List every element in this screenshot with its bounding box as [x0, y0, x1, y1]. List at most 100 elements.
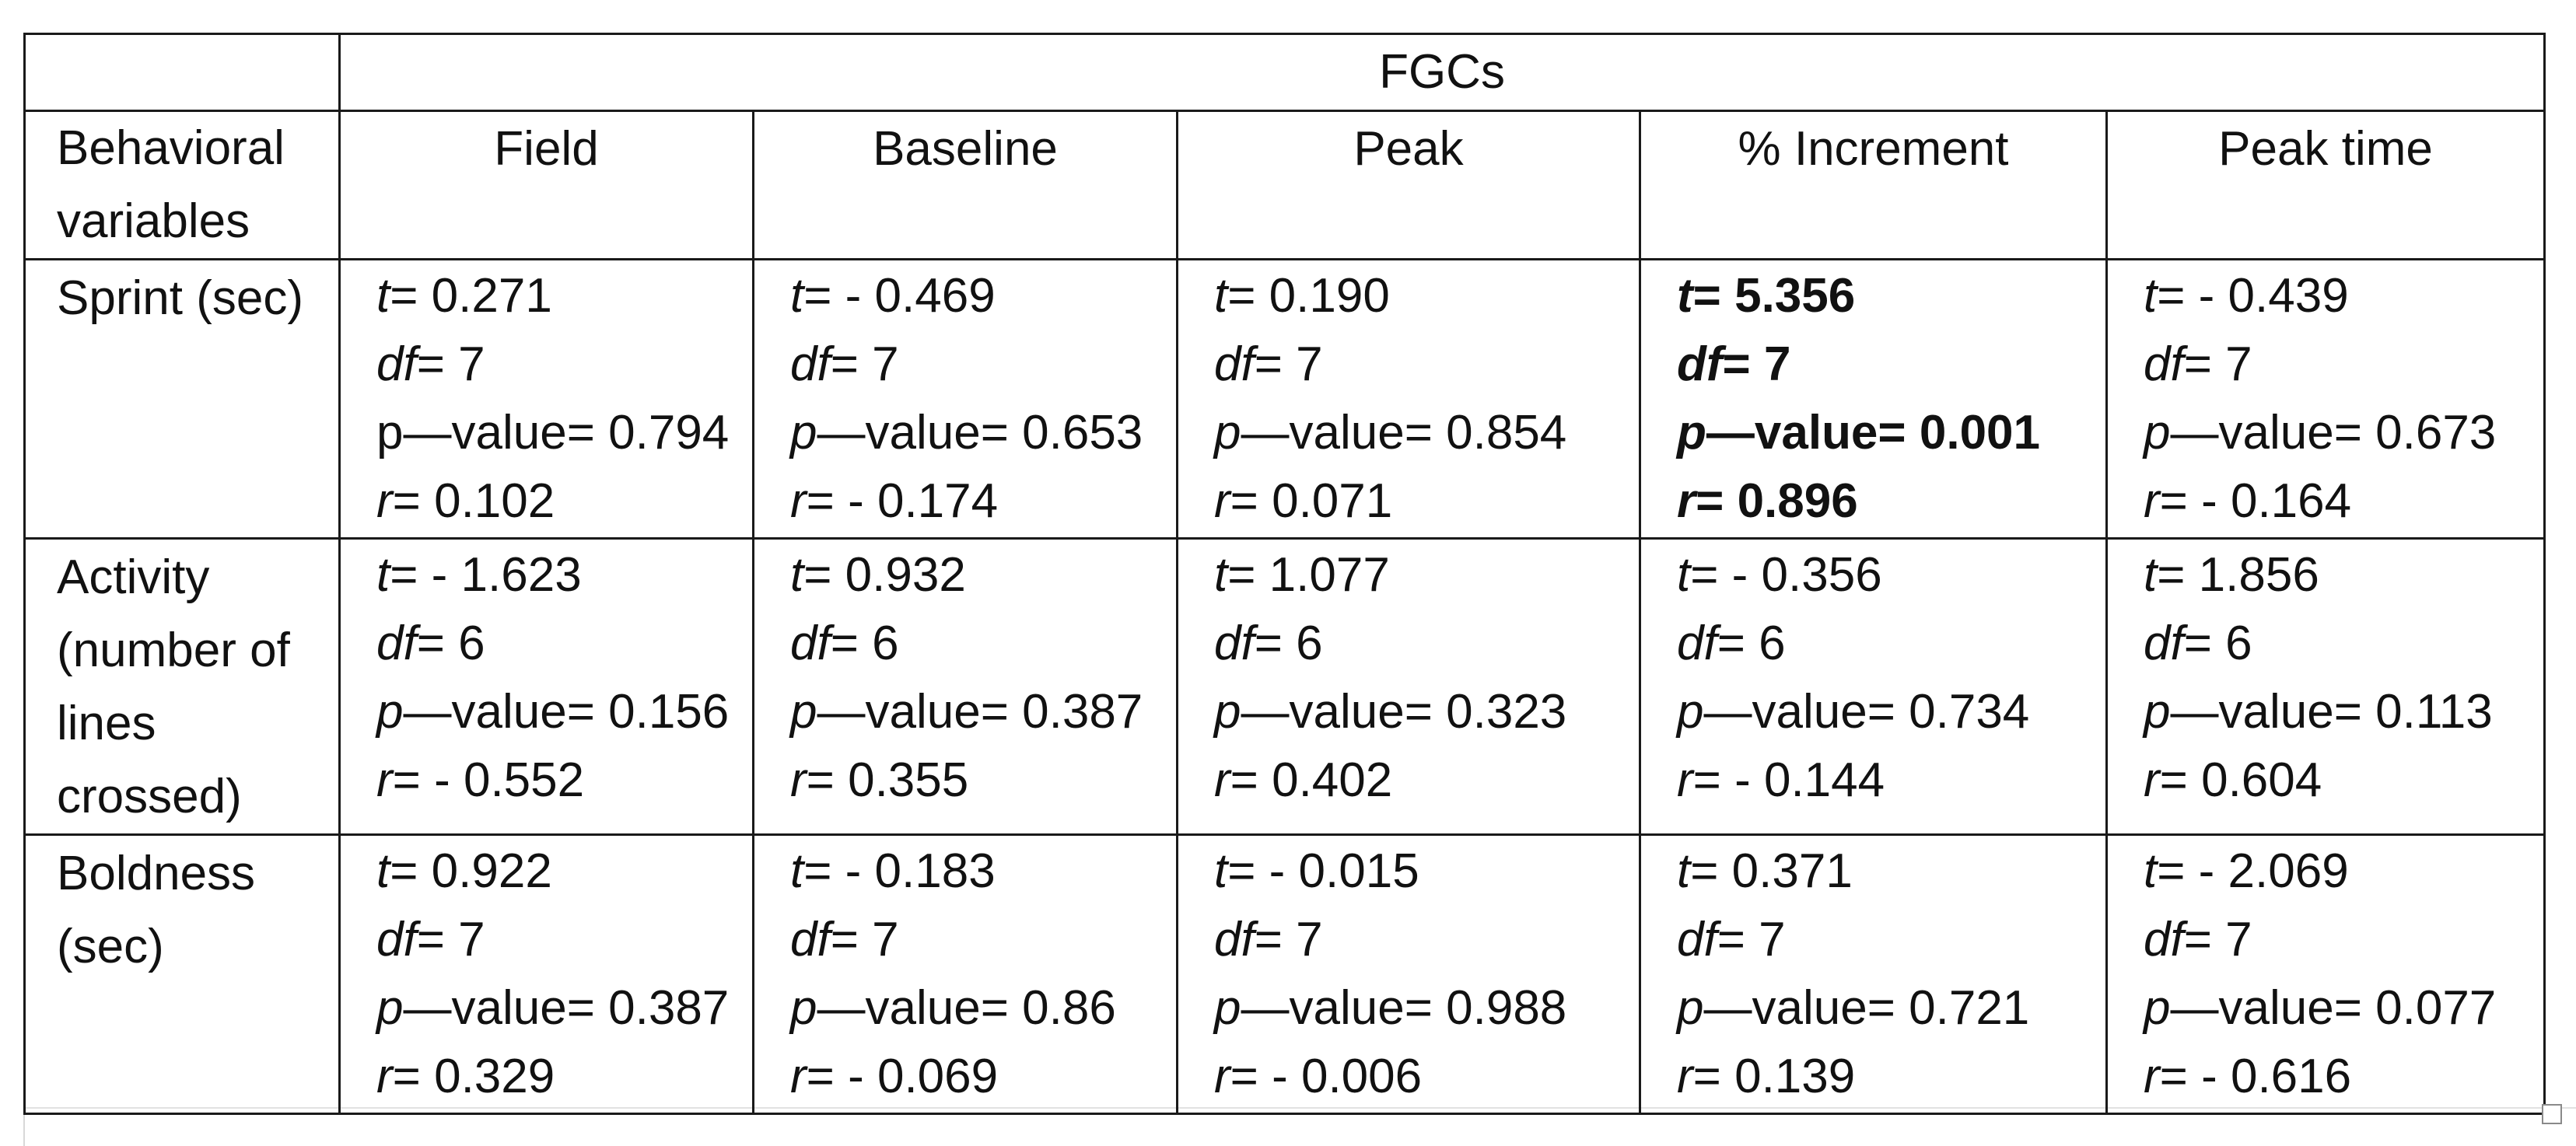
degrees-of-freedom: df= 7 [1214, 330, 1639, 399]
t-statistic: t= - 0.183 [790, 837, 1176, 906]
t-value: 0.371 [1731, 844, 1853, 898]
df-label: df [2144, 617, 2184, 670]
row-header-title: Behavioral variables [23, 110, 341, 260]
degrees-of-freedom: df= 6 [1677, 610, 2105, 678]
equals-sign: = [1230, 474, 1272, 528]
p-number: 0.156 [608, 685, 730, 739]
t-value: - 2.069 [2198, 844, 2349, 898]
t-label: t [2144, 269, 2158, 323]
cell-activity-peak: t= 1.077 df= 6 p—value= 0.323 r= 0.402 [1176, 537, 1641, 836]
r-value: - 0.069 [848, 1050, 999, 1103]
column-header-peak-time: Peak time [2105, 110, 2546, 260]
row-activity: Activity (number of lines crossed) t= - 1… [23, 537, 2546, 836]
equals-sign: = [416, 617, 459, 670]
t-value: 5.356 [1734, 269, 1856, 323]
cell-boldness-increment: t= 0.371 df= 7 p—value= 0.721 r= 0.139 [1639, 833, 2108, 1115]
effect-size: r= - 0.006 [1214, 1043, 1639, 1111]
statistics-table: FGCs Behavioral variables Field Baseline… [23, 33, 2546, 1115]
equals-sign: = [2157, 548, 2199, 602]
t-value: - 0.015 [1269, 844, 1419, 898]
r-value: 0.604 [2201, 753, 2322, 807]
equals-sign: = [1230, 753, 1272, 807]
df-label: df [2144, 913, 2184, 966]
equals-sign: = [806, 753, 849, 807]
p-label: p [376, 406, 404, 459]
equals-sign: = [830, 337, 873, 391]
p-number: 0.323 [1446, 685, 1567, 739]
t-value: 1.856 [2198, 548, 2319, 602]
p-label-suffix: —value [2170, 406, 2334, 459]
equals-sign: = [390, 548, 432, 602]
t-label: t [790, 548, 804, 602]
degrees-of-freedom: df= 6 [2144, 610, 2543, 678]
p-label: p [2144, 685, 2171, 739]
degrees-of-freedom: df= 7 [2144, 330, 2543, 399]
equals-sign: = [566, 406, 609, 459]
p-number: 0.001 [1919, 406, 2041, 459]
equals-sign: = [1878, 406, 1920, 459]
r-label: r [2144, 474, 2160, 528]
cell-boldness-field: t= 0.922 df= 7 p—value= 0.387 r= 0.329 [338, 833, 754, 1115]
t-label: t [790, 269, 804, 323]
equals-sign: = [1404, 685, 1447, 739]
df-label: df [376, 617, 417, 670]
t-statistic: t= - 0.469 [790, 262, 1176, 330]
equals-sign: = [1227, 548, 1269, 602]
row-label: Boldness (sec) [23, 833, 341, 1115]
equals-sign: = [803, 269, 845, 323]
df-label: df [1214, 337, 1255, 391]
table-resize-handle[interactable] [2542, 1104, 2562, 1124]
equals-sign: = [803, 844, 845, 898]
equals-sign: = [392, 753, 435, 807]
column-header-increment: % Increment [1639, 110, 2108, 260]
r-label: r [790, 1050, 807, 1103]
t-value: - 0.439 [2198, 269, 2349, 323]
cell-sprint-increment: t= 5.356 df= 7 p—value= 0.001 r= 0.896 [1639, 258, 2108, 540]
p-number: 0.794 [608, 406, 730, 459]
equals-sign: = [416, 913, 459, 966]
df-value: 6 [458, 617, 485, 670]
r-label: r [1677, 1050, 1693, 1103]
t-label: t [1677, 548, 1691, 602]
df-label: df [790, 337, 831, 391]
r-value: - 0.006 [1272, 1050, 1423, 1103]
equals-sign: = [1254, 617, 1297, 670]
r-label: r [376, 474, 393, 528]
equals-sign: = [1692, 269, 1735, 323]
effect-size: r= 0.102 [376, 467, 752, 536]
r-label: r [790, 753, 807, 807]
df-value: 7 [458, 913, 485, 966]
p-value: p—value= 0.387 [790, 678, 1176, 746]
r-value: 0.071 [1272, 474, 1393, 528]
df-label: df [1677, 617, 1717, 670]
t-statistic: t= - 0.015 [1214, 837, 1639, 906]
p-label: p [1677, 981, 1704, 1035]
df-label: df [790, 913, 831, 966]
p-label: p [790, 406, 817, 459]
row-boldness: Boldness (sec) t= 0.922 df= 7 p—value= 0.38… [23, 833, 2546, 1115]
p-label: p [1677, 406, 1706, 459]
effect-size: r= 0.402 [1214, 746, 1639, 815]
df-value: 7 [458, 337, 485, 391]
equals-sign: = [2157, 844, 2199, 898]
df-value: 6 [872, 617, 899, 670]
df-label: df [376, 337, 417, 391]
t-value: 0.922 [431, 844, 552, 898]
degrees-of-freedom: df= 6 [376, 610, 752, 678]
df-value: 7 [1296, 913, 1323, 966]
equals-sign: = [566, 685, 609, 739]
equals-sign: = [2333, 981, 2376, 1035]
r-label: r [1677, 474, 1696, 528]
p-label: p [790, 685, 817, 739]
p-value: p—value= 0.323 [1214, 678, 1639, 746]
df-label: df [790, 617, 831, 670]
effect-size: r= 0.071 [1214, 467, 1639, 536]
p-label-suffix: —value [2170, 981, 2334, 1035]
column-header-peak: Peak [1176, 110, 1641, 260]
effect-size: r= 0.329 [376, 1043, 752, 1111]
equals-sign: = [1717, 617, 1759, 670]
df-label: df [1214, 913, 1255, 966]
r-label: r [376, 753, 393, 807]
cell-boldness-peak: t= - 0.015 df= 7 p—value= 0.988 r= - 0.006 [1176, 833, 1641, 1115]
